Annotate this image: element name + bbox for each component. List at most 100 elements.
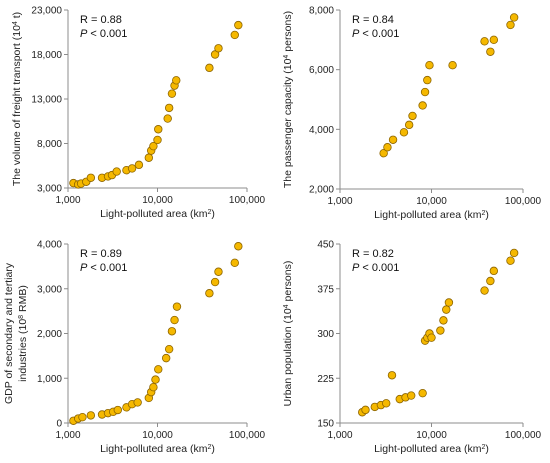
data-point — [442, 305, 451, 314]
y-tick-label: 150 — [317, 419, 334, 430]
data-point — [154, 365, 163, 374]
data-point — [486, 276, 495, 286]
y-axis-label: GDP of secondary and tertiary — [3, 262, 15, 404]
data-point — [489, 35, 499, 45]
data-point — [399, 128, 409, 137]
data-point — [234, 20, 243, 30]
x-tick-label: 10,000 — [416, 196, 447, 207]
chart-panel-2: 2,000 4,000 6,000 8,000 1,000 10,000 100,000 Li… — [282, 6, 542, 222]
data-point — [388, 135, 398, 144]
data-point — [506, 20, 515, 30]
data-point — [234, 242, 243, 251]
data-point — [379, 148, 388, 158]
data-point — [439, 316, 448, 325]
data-point — [436, 326, 445, 335]
x-tick-label: 1,000 — [327, 430, 352, 441]
data-point — [163, 114, 172, 123]
data-point — [127, 164, 137, 173]
data-point — [164, 344, 174, 354]
y-tick-label: 375 — [317, 284, 334, 295]
data-point — [86, 411, 96, 420]
data-point — [113, 405, 122, 415]
data-point — [480, 286, 489, 295]
data-point — [167, 89, 177, 98]
data-point — [387, 371, 397, 380]
data-point — [167, 327, 177, 336]
correlation-r-label: R = 0.84 — [352, 14, 394, 26]
x-tick-label: 10,000 — [142, 195, 173, 206]
data-point — [151, 375, 160, 384]
data-point — [486, 47, 495, 56]
y-tick-label: 8,000 — [309, 6, 334, 17]
y-tick-label: 23,000 — [31, 6, 62, 17]
x-tick-label: 1,000 — [55, 195, 80, 206]
data-point — [230, 258, 239, 267]
x-tick-label: 10,000 — [416, 430, 447, 441]
data-point — [149, 141, 158, 151]
data-point — [480, 37, 489, 46]
y-tick-label: 4,000 — [309, 125, 334, 136]
data-point — [404, 120, 414, 130]
x-tick-label: 100,000 — [229, 430, 266, 441]
data-point — [382, 399, 391, 408]
x-tick-label: 1,000 — [55, 430, 80, 441]
data-point — [407, 391, 416, 400]
data-point — [214, 267, 223, 276]
data-point — [172, 302, 182, 311]
data-point — [230, 30, 239, 40]
x-tick-label: 10,000 — [142, 430, 173, 441]
data-point — [420, 87, 430, 97]
correlation-r-label: R = 0.82 — [352, 248, 394, 260]
x-axis-label: Light-polluted area (km2) — [374, 443, 489, 455]
p-value-label: P < 0.001 — [352, 28, 399, 40]
y-axis-label: The passenger capacity (104 persons) — [282, 11, 294, 188]
data-point — [509, 13, 519, 22]
y-tick-label: 2,000 — [37, 329, 62, 340]
data-point — [408, 111, 417, 121]
x-tick-label: 1,000 — [327, 196, 352, 207]
data-point — [86, 173, 96, 182]
correlation-r-label: R = 0.89 — [80, 248, 122, 260]
data-point — [134, 160, 144, 170]
y-tick-label: 300 — [317, 329, 334, 340]
data-point — [425, 60, 434, 70]
chart-panel-1: 3,000 8,000 13,000 18,000 23,000 1,000 10,000 1… — [11, 6, 266, 221]
data-point — [144, 153, 154, 162]
correlation-r-label: R = 0.88 — [80, 14, 122, 26]
p-value-label: P < 0.001 — [80, 262, 127, 274]
y-axis-label: The volume of freight transport (104 t) — [11, 12, 23, 186]
data-point — [205, 63, 214, 73]
y-tick-label: 1,000 — [37, 374, 62, 385]
y-tick-label: 8,000 — [37, 139, 62, 150]
x-tick-label: 100,000 — [505, 430, 542, 441]
y-tick-label: 6,000 — [309, 65, 334, 76]
data-point — [153, 135, 162, 145]
y-tick-label: 225 — [317, 374, 334, 385]
data-point — [361, 405, 370, 415]
data-point — [423, 75, 432, 85]
data-point — [448, 60, 457, 70]
p-value-label: P < 0.001 — [80, 28, 127, 40]
data-point — [383, 143, 392, 152]
data-point — [418, 388, 427, 398]
y-axis-label: Urban population (104 persons) — [282, 261, 294, 407]
chart-panel-4: 150 225 300 375 450 1,000 10,000 100,000 Light-p… — [282, 240, 542, 456]
x-axis-label: Light-polluted area (km2) — [374, 209, 489, 221]
x-axis-label: Light-polluted area (km2) — [100, 443, 215, 455]
y-tick-label: 18,000 — [31, 50, 62, 61]
data-point — [170, 315, 179, 325]
data-point — [112, 167, 121, 176]
data-point — [489, 266, 499, 276]
x-axis-label: Light-polluted area (km2) — [100, 208, 215, 220]
data-point — [149, 383, 158, 392]
data-point — [427, 333, 436, 342]
data-point — [506, 256, 515, 265]
data-point — [205, 289, 214, 298]
y-tick-label: 3,000 — [37, 284, 62, 295]
y-tick-label: 0 — [56, 419, 62, 430]
data-point — [154, 125, 163, 134]
y-axis-label-line2: industries (108 RMB) — [17, 285, 29, 382]
